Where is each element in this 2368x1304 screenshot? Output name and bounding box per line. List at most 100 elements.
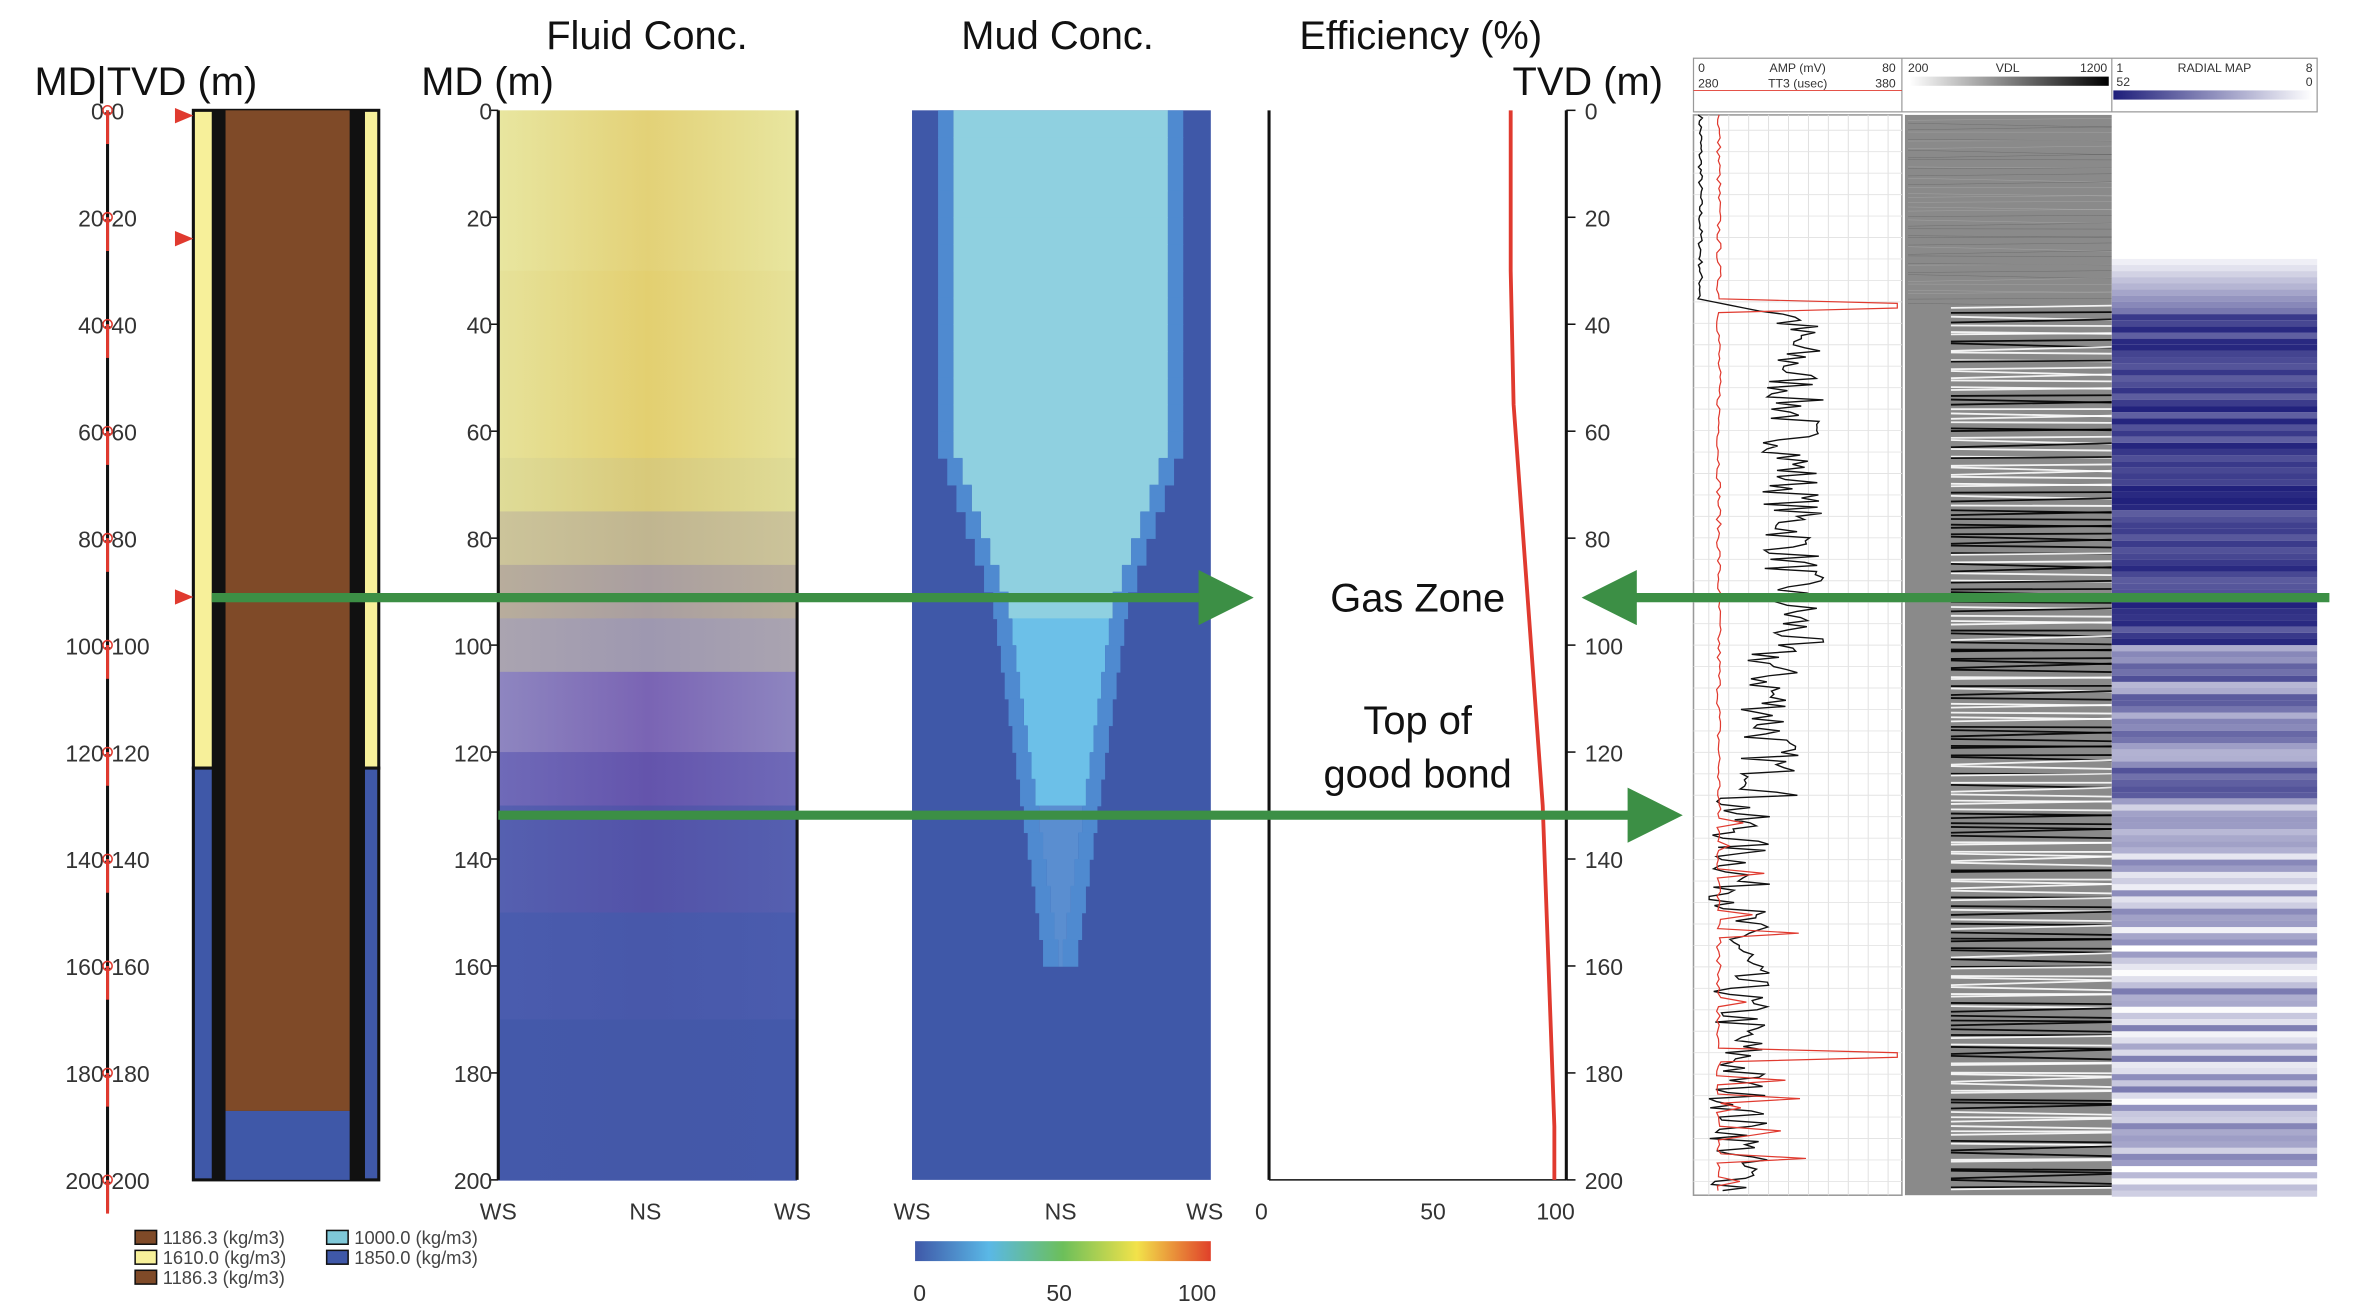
fluid-conc-band [498, 618, 798, 673]
fluid-x-tick: WS [480, 1199, 517, 1225]
vdl-wave [1950, 745, 2112, 749]
radial-map-band [2111, 1172, 2318, 1179]
vdl-wave [1950, 731, 2112, 738]
radial-map-band [2111, 871, 2318, 879]
radial-map-band [2111, 663, 2318, 670]
vdl-wave [1908, 118, 2112, 121]
vdl-wave [1950, 949, 2112, 954]
mud-conc-band [953, 163, 1168, 192]
legend-label: 1850.0 (kg/m3) [354, 1247, 478, 1268]
vdl-wave [1950, 786, 2112, 793]
mud-conc-edge [1158, 457, 1175, 486]
vdl-wave [1950, 1111, 2112, 1116]
mud-conc-edge [938, 217, 954, 245]
vdl-wave [1950, 759, 2112, 766]
radial-map-band [2111, 743, 2318, 750]
vdl-wave [1950, 324, 2112, 327]
vdl-wave [1950, 311, 2112, 314]
mud-conc-edge [1167, 377, 1184, 406]
mud-conc-band [953, 377, 1168, 406]
radial-map-band [2111, 320, 2318, 327]
mud-conc-band [999, 564, 1122, 593]
legend-swatch [325, 1229, 349, 1246]
mud-conc-edge [1070, 885, 1086, 914]
vdl-wave [1950, 1046, 2112, 1050]
tvd-tick: 140 [1585, 847, 1623, 873]
radial-map-band [2111, 847, 2318, 854]
vdl-wave [1908, 209, 2112, 212]
vdl-wave [1908, 150, 2112, 155]
vdl-wave [1950, 841, 2112, 846]
radial-map-band [2111, 681, 2318, 689]
mud-conc-edge [1016, 752, 1032, 780]
vdl-wave [1950, 497, 2112, 503]
vdl-wave [1908, 167, 2112, 169]
vdl-wave [1950, 1043, 2112, 1047]
vdl-wave [1950, 475, 2112, 480]
mud-conc-edge [1000, 645, 1017, 673]
log-header: 0 AMP (mV) 80 280 TT3 (usec) 380 200 VDL… [1692, 57, 2318, 113]
mud-x-tick: WS [894, 1199, 931, 1225]
radial-map-band [2111, 577, 2318, 584]
radial-map-band [2111, 712, 2318, 719]
radial-map-band [2111, 1049, 2318, 1056]
radial-map-band [2111, 737, 2318, 744]
radial-map-band [2111, 963, 2318, 970]
vdl-wave [1950, 1002, 2112, 1006]
tt-max: 380 [1875, 76, 1896, 90]
vdl-wave [1950, 1145, 2112, 1152]
md-tick: 20 [467, 205, 493, 231]
colorbar [915, 1241, 1211, 1262]
vdl-wave [1950, 986, 2112, 992]
vdl-wave [1950, 1139, 2112, 1144]
vdl-wave [1950, 607, 2112, 613]
radial-map-band [2111, 859, 2318, 866]
legend-label: 1610.0 (kg/m3) [163, 1247, 287, 1268]
mud-conc-band [980, 511, 1141, 539]
vdl-wave [1950, 822, 2112, 826]
mud-conc-edge [965, 511, 981, 539]
radial-map-band [2111, 890, 2318, 897]
vdl-wave [1950, 1179, 2112, 1185]
mud-conc-edge [938, 190, 954, 219]
mud-conc-edge [1108, 618, 1125, 646]
radial-map-band [2111, 755, 2318, 762]
fluid-conc-panel [498, 110, 799, 1181]
rm-sub-left: 52 [2116, 75, 2130, 89]
vdl-wave [1950, 952, 2112, 959]
radial-map-band [2111, 1190, 2318, 1197]
legend: 1186.3 (kg/m3) 1610.0 (kg/m3) 1186.3 (kg… [134, 1227, 478, 1288]
radial-map-band [2111, 1080, 2318, 1087]
vdl-wave [1950, 889, 2112, 895]
vdl-wave [1908, 140, 2112, 142]
radial-map-band [2111, 798, 2318, 805]
radial-map-band [2111, 553, 2318, 560]
fluid-conc-band [498, 805, 798, 914]
vdl-wave [1950, 905, 2112, 909]
gas-zone-label: Gas Zone [1330, 576, 1505, 620]
colorbar-tick: 0 [913, 1280, 926, 1304]
radial-map-band [2111, 988, 2318, 995]
radial-map-band [2111, 1135, 2318, 1142]
radial-map-band [2111, 295, 2318, 302]
radial-map-band [2111, 289, 2318, 296]
vdl-wave [1950, 976, 2112, 982]
vdl-wave [1950, 394, 2112, 397]
vdl-wave [1908, 235, 2112, 238]
tvd-tick: 160 [1585, 954, 1623, 980]
radial-map-band [2111, 1031, 2318, 1038]
vdl-wave [1950, 552, 2112, 556]
vdl-wave [1908, 274, 2112, 279]
radial-map-band [2111, 1110, 2318, 1118]
radial-map-band [2111, 455, 2318, 462]
mud-conc-edge [938, 350, 954, 379]
annotations: Gas Zone Top of good bond [211, 570, 2330, 843]
md-tvd-title: MD|TVD (m) [34, 60, 257, 104]
vdl-wave [1950, 414, 2112, 420]
radial-map-band [2111, 406, 2318, 413]
radial-map-band [2111, 749, 2318, 756]
vdl-wave [1950, 304, 2112, 309]
fluid-conc-band [498, 511, 798, 566]
radial-map-band [2111, 688, 2318, 695]
vdl-wave [1950, 1168, 2112, 1171]
